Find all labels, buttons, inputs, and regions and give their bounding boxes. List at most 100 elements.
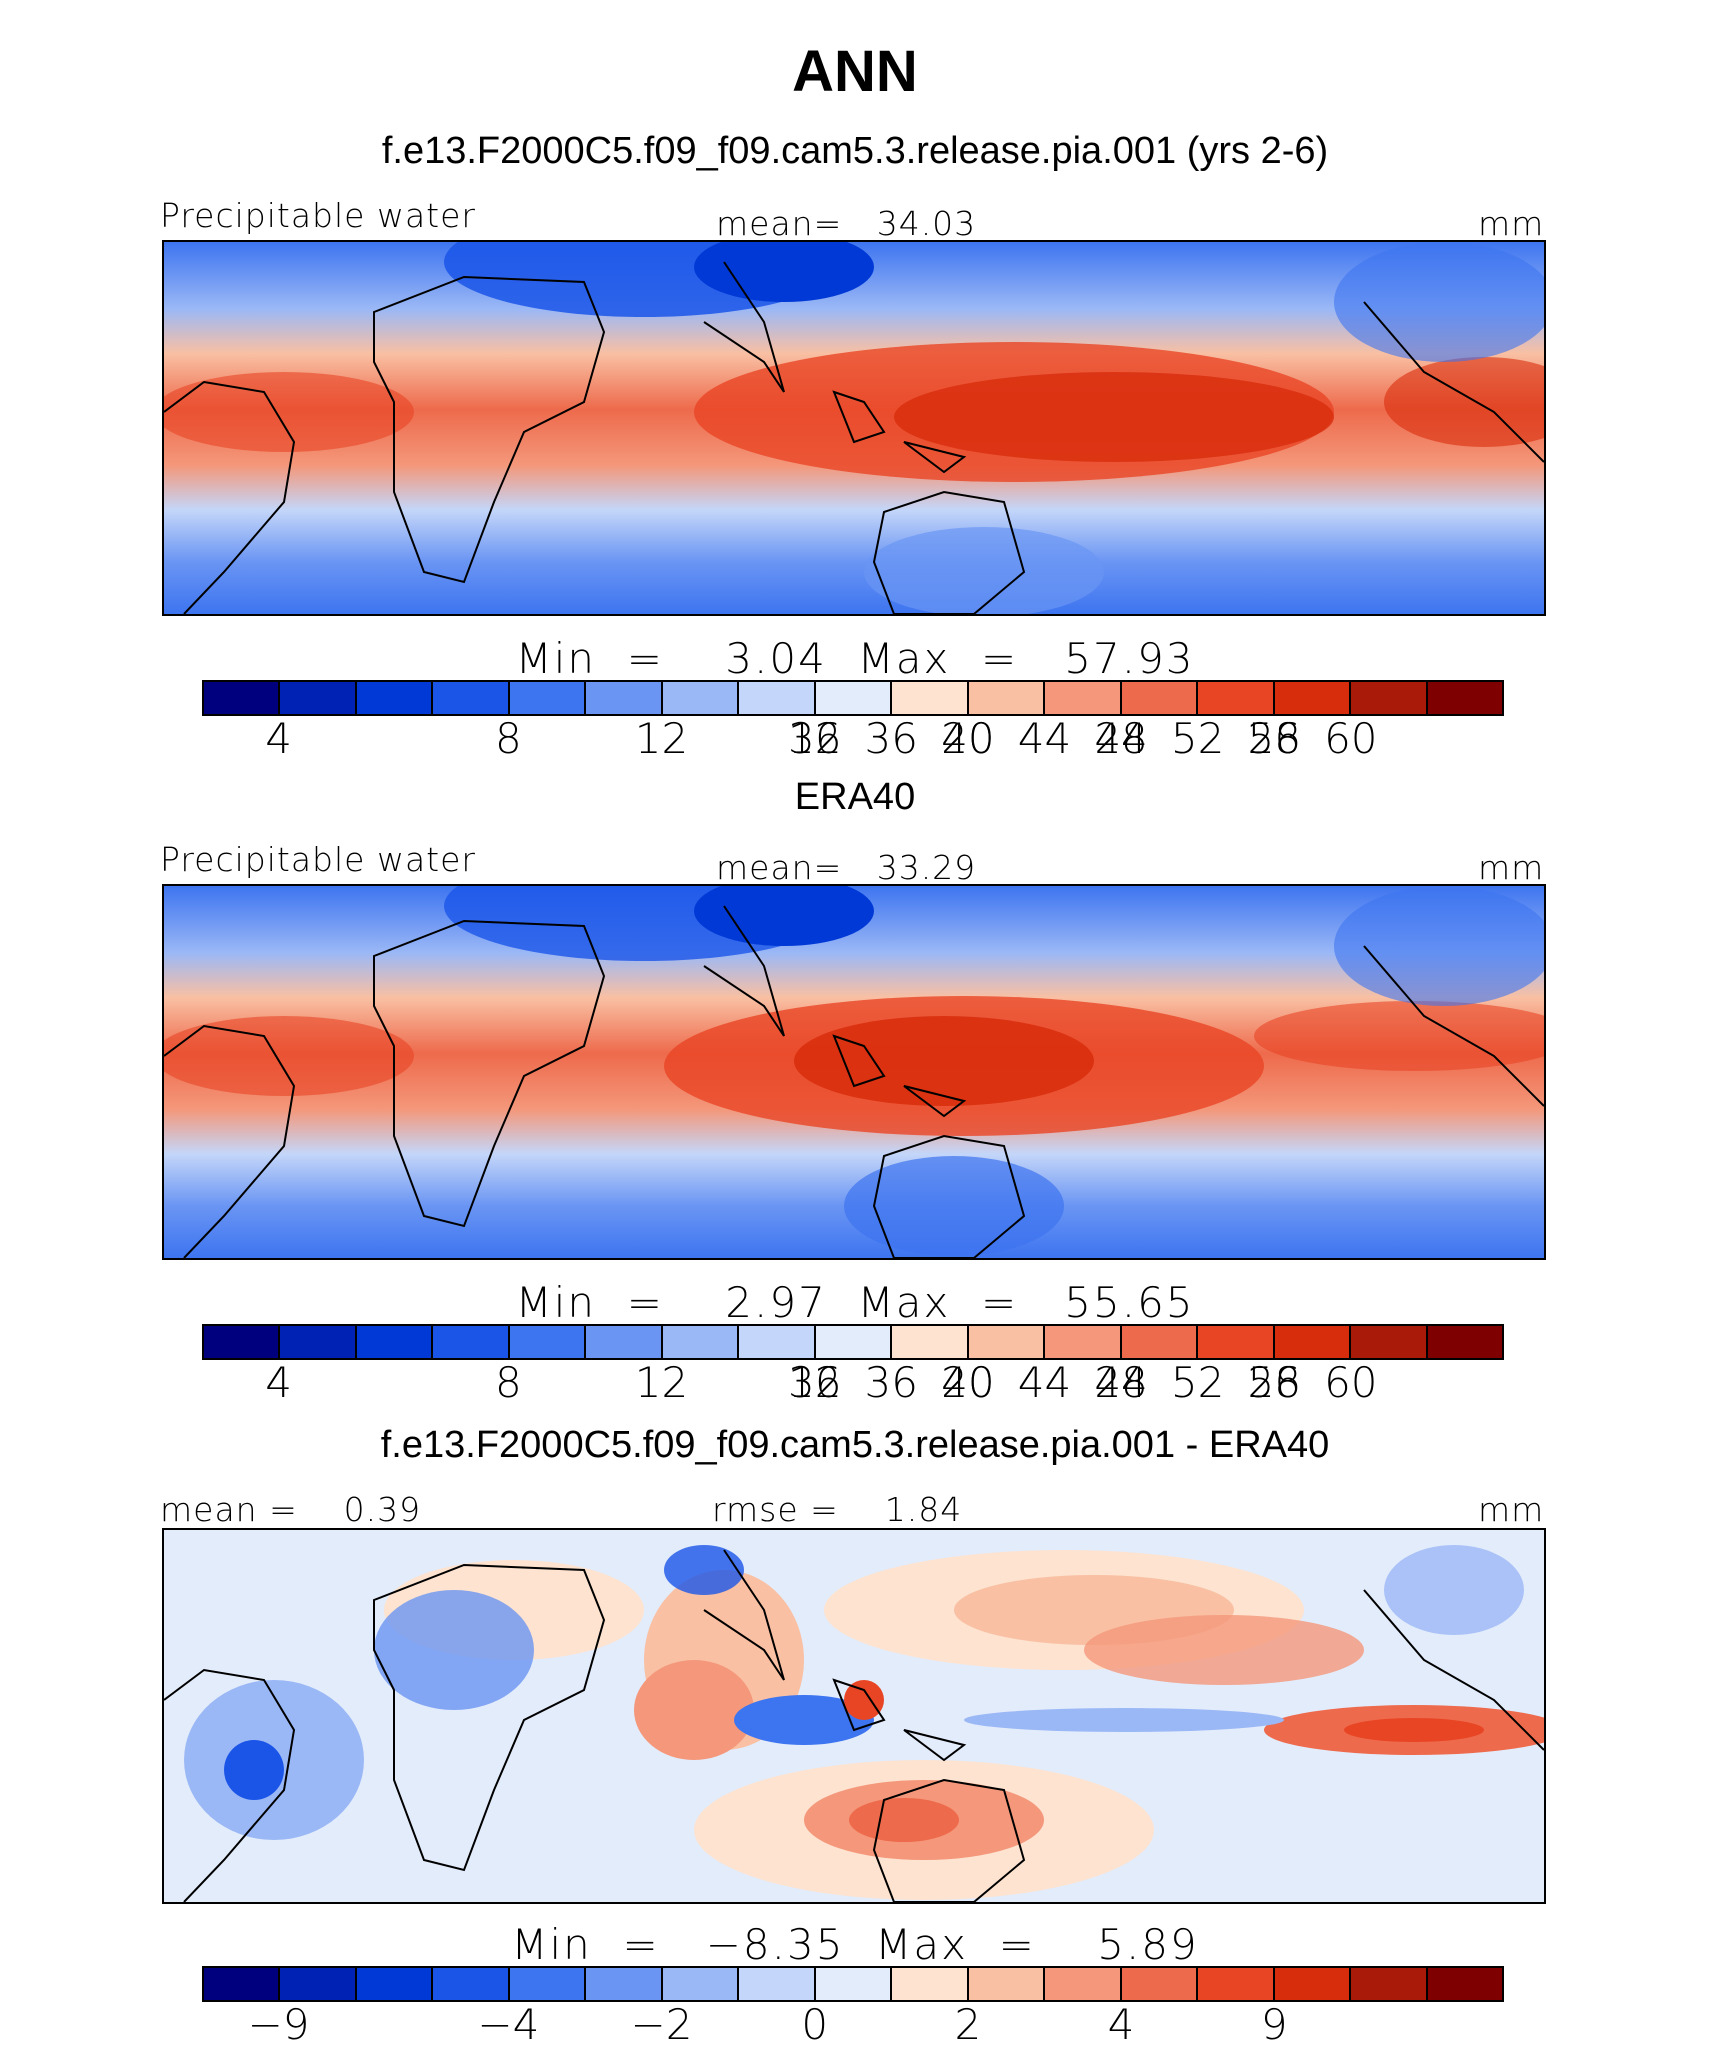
colorbar-swatch bbox=[815, 1326, 893, 1358]
colorbar-tick-label: 48 bbox=[1094, 714, 1148, 763]
colorbar-swatch bbox=[586, 1326, 663, 1358]
panel-2-mean-label: mean= 33.29 bbox=[716, 848, 977, 887]
colorbar-swatch bbox=[586, 1968, 663, 2000]
panel-2-units: mm bbox=[1478, 848, 1545, 887]
colorbar-tick-label: −2 bbox=[630, 2000, 693, 2049]
colorbar-tick-label: 20 bbox=[941, 1358, 995, 1407]
colorbar-swatch bbox=[892, 682, 969, 714]
colorbar-swatch bbox=[968, 1968, 1046, 2000]
colorbar-tick-label: 36 bbox=[864, 714, 919, 763]
colorbar-swatch bbox=[280, 1968, 357, 2000]
panel-1-units: mm bbox=[1478, 204, 1545, 243]
colorbar-tick-label: 24 bbox=[1094, 1358, 1148, 1407]
colorbar-swatch bbox=[1351, 682, 1428, 714]
colorbar-tick-label: 40 bbox=[941, 714, 995, 763]
panel-3-min-max: Min = −8.35 Max = 5.89 bbox=[511, 1920, 1199, 1969]
colorbar-swatch bbox=[433, 1968, 510, 2000]
colorbar-swatch bbox=[1121, 1326, 1199, 1358]
colorbar-swatch bbox=[1274, 682, 1352, 714]
colorbar-tick-label: 8 bbox=[494, 1358, 522, 1407]
panel-3-colorbar-ticks: −9 −4 −2 0 2 4 9 bbox=[202, 2000, 1504, 2050]
colorbar-swatch bbox=[815, 1968, 893, 2000]
panel-2-min-max: Min = 2.97 Max = 55.65 bbox=[515, 1278, 1195, 1327]
colorbar-tick-label: −9 bbox=[247, 2000, 310, 2049]
colorbar-swatch bbox=[509, 682, 587, 714]
colorbar-tick-label: 8 bbox=[494, 714, 522, 763]
colorbar-swatch bbox=[968, 1326, 1046, 1358]
panel-3-colorbar bbox=[202, 1966, 1504, 2002]
colorbar-tick-label: 44 bbox=[1017, 714, 1072, 763]
colorbar-swatch bbox=[509, 1326, 587, 1358]
colorbar-tick-label: 0 bbox=[801, 2000, 829, 2049]
colorbar-tick-label: 32 bbox=[787, 714, 842, 763]
colorbar-swatch bbox=[204, 1968, 281, 2000]
colorbar-tick-label: 60 bbox=[1324, 714, 1378, 763]
panel-3-subtitle: f.e13.F2000C5.f09_f09.cam5.3.release.pia… bbox=[380, 1424, 1330, 1466]
chart-title: ANN bbox=[792, 39, 918, 104]
panel-3-rmse-label: rmse = 1.84 bbox=[712, 1490, 963, 1529]
colorbar-tick-label: 48 bbox=[1094, 1358, 1148, 1407]
colorbar-swatch bbox=[739, 682, 816, 714]
colorbar-swatch bbox=[586, 682, 663, 714]
panel-1-colorbar bbox=[202, 680, 1504, 716]
panel-1-mean-label: mean= 34.03 bbox=[716, 204, 977, 243]
colorbar-swatch bbox=[204, 1326, 281, 1358]
panel-2-colorbar-ticks: 4 8 12 16 20 24 28 32 36 40 44 48 52 56 60 bbox=[202, 1358, 1504, 1408]
colorbar-tick-label: 12 bbox=[634, 1358, 689, 1407]
colorbar-swatch bbox=[892, 1968, 969, 2000]
colorbar-swatch bbox=[1427, 1968, 1502, 2000]
colorbar-tick-label: 4 bbox=[1107, 2000, 1135, 2049]
colorbar-tick-label: 2 bbox=[954, 2000, 982, 2049]
panel-2-map bbox=[162, 884, 1546, 1260]
colorbar-swatch bbox=[892, 1326, 969, 1358]
colorbar-tick-label: 56 bbox=[1247, 1358, 1301, 1407]
colorbar-swatch bbox=[356, 1326, 434, 1358]
colorbar-tick-label: −4 bbox=[477, 2000, 540, 2049]
colorbar-tick-label: 52 bbox=[1170, 714, 1225, 763]
panel-3-mean-label: mean = 0.39 bbox=[160, 1490, 422, 1529]
colorbar-swatch bbox=[356, 1968, 434, 2000]
colorbar-swatch bbox=[662, 1326, 740, 1358]
colorbar-swatch bbox=[662, 682, 740, 714]
panel-2-variable-label: Precipitable water bbox=[160, 840, 476, 879]
panel-1-subtitle: f.e13.F2000C5.f09_f09.cam5.3.release.pia… bbox=[381, 130, 1329, 172]
panel-1-variable-label: Precipitable water bbox=[160, 196, 476, 235]
colorbar-swatch bbox=[280, 1326, 357, 1358]
colorbar-tick-label: 28 bbox=[1247, 1358, 1301, 1407]
colorbar-swatch bbox=[204, 682, 281, 714]
colorbar-tick-label: 9 bbox=[1260, 2000, 1288, 2049]
colorbar-swatch bbox=[1198, 682, 1275, 714]
colorbar-swatch bbox=[1427, 1326, 1502, 1358]
colorbar-swatch bbox=[1045, 1968, 1122, 2000]
colorbar-tick-label: 60 bbox=[1324, 1358, 1378, 1407]
colorbar-swatch bbox=[280, 682, 357, 714]
panel-1-colorbar-ticks: 4 8 12 16 20 24 28 32 36 40 44 48 52 56 60 bbox=[202, 714, 1504, 764]
colorbar-swatch bbox=[1351, 1968, 1428, 2000]
colorbar-swatch bbox=[1274, 1326, 1352, 1358]
panel-1-map bbox=[162, 240, 1546, 616]
colorbar-swatch bbox=[1274, 1968, 1352, 2000]
panel-2-subtitle: ERA40 bbox=[794, 776, 916, 818]
colorbar-tick-label: 4 bbox=[265, 1358, 292, 1407]
colorbar-swatch bbox=[815, 682, 893, 714]
colorbar-tick-label: 40 bbox=[941, 1358, 995, 1407]
colorbar-tick-label: 16 bbox=[787, 714, 842, 763]
colorbar-swatch bbox=[433, 1326, 510, 1358]
colorbar-swatch bbox=[509, 1968, 587, 2000]
colorbar-swatch bbox=[1351, 1326, 1428, 1358]
colorbar-swatch bbox=[739, 1968, 816, 2000]
colorbar-swatch bbox=[1121, 1968, 1199, 2000]
panel-1-min-max: Min = 3.04 Max = 57.93 bbox=[515, 634, 1195, 683]
colorbar-tick-label: 32 bbox=[787, 1358, 842, 1407]
colorbar-swatch bbox=[1045, 682, 1122, 714]
colorbar-tick-label: 12 bbox=[634, 714, 689, 763]
colorbar-swatch bbox=[662, 1968, 740, 2000]
colorbar-swatch bbox=[1427, 682, 1502, 714]
panel-3-map bbox=[162, 1528, 1546, 1904]
colorbar-tick-label: 56 bbox=[1247, 714, 1301, 763]
colorbar-swatch bbox=[968, 682, 1046, 714]
colorbar-tick-label: 4 bbox=[265, 714, 292, 763]
colorbar-tick-label: 28 bbox=[1247, 714, 1301, 763]
panel-3-units: mm bbox=[1478, 1490, 1545, 1529]
colorbar-tick-label: 20 bbox=[941, 714, 995, 763]
